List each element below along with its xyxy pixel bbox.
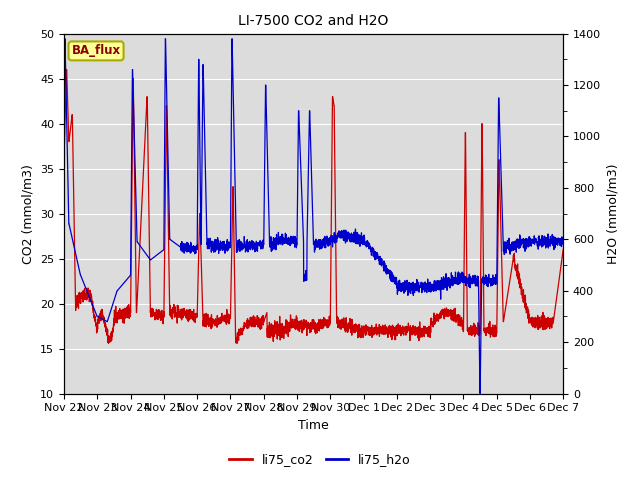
li75_h2o [61,36,68,42]
Y-axis label: CO2 (mmol/m3): CO2 (mmol/m3) [22,164,35,264]
li75_h2o [496,133,504,139]
li75_h2o [559,237,567,242]
Text: BA_flux: BA_flux [72,44,120,58]
li75_co2 [496,189,504,195]
li75_h2o [476,391,484,396]
li75_h2o [147,257,155,263]
li75_h2o [117,283,125,289]
li75_co2 [233,340,241,346]
Legend: li75_co2, li75_h2o: li75_co2, li75_h2o [224,448,416,471]
li75_h2o [550,237,557,243]
Line: li75_h2o: li75_h2o [64,39,563,394]
li75_co2 [63,67,70,72]
Y-axis label: H2O (mmol/m3): H2O (mmol/m3) [607,163,620,264]
li75_co2 [252,321,260,327]
li75_co2 [60,156,68,162]
Title: LI-7500 CO2 and H2O: LI-7500 CO2 and H2O [239,14,388,28]
li75_co2 [147,314,155,320]
li75_co2 [550,316,557,322]
li75_h2o [60,159,68,165]
li75_h2o [252,246,259,252]
X-axis label: Time: Time [298,419,329,432]
li75_co2 [117,310,125,315]
li75_co2 [273,319,281,324]
li75_h2o [273,238,281,244]
Line: li75_co2: li75_co2 [64,70,563,343]
li75_co2 [559,247,567,252]
